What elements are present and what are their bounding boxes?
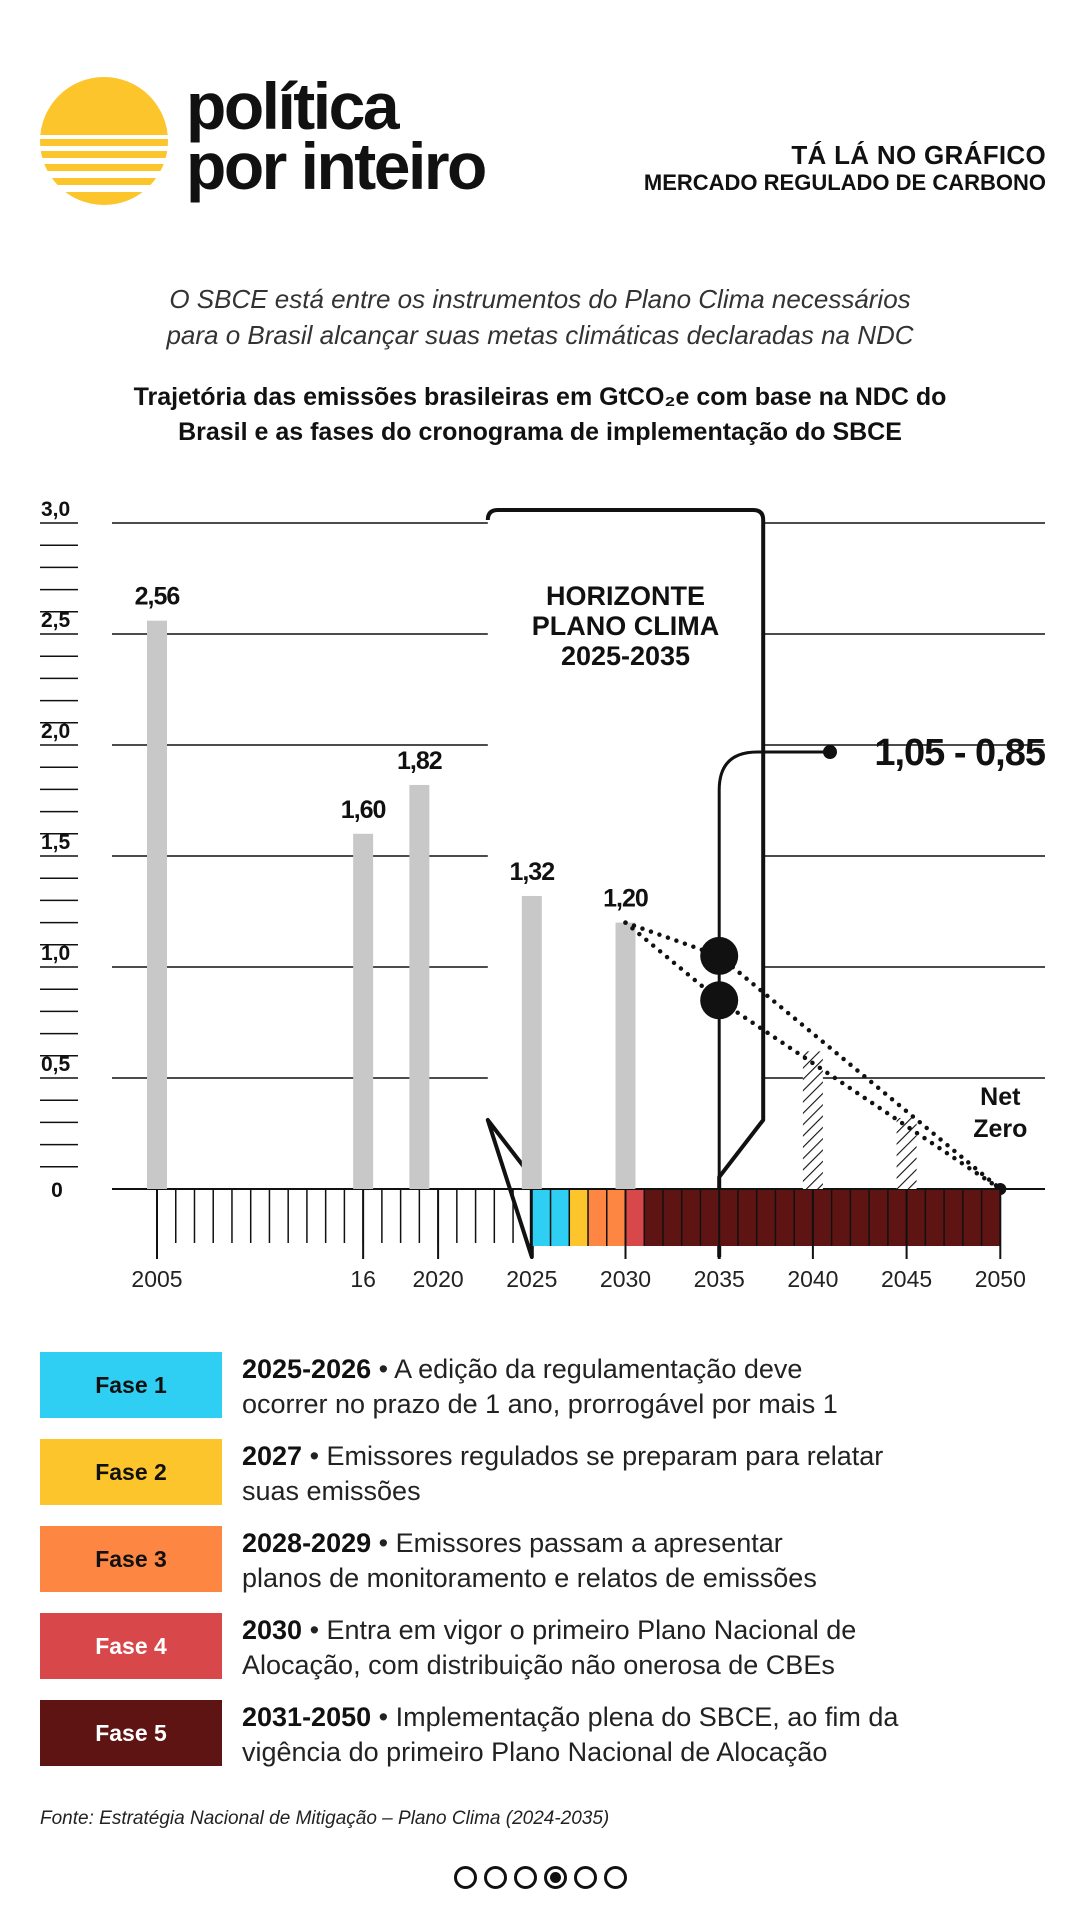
y-tick-label: 1,0 [41,942,70,965]
bar [147,620,167,1189]
hatched-bar [802,1051,823,1189]
phase-2-label: Fase 2 [95,1458,167,1485]
phase-1-text-line-2: ocorrer no prazo de 1 ano, prorrogável p… [242,1389,838,1419]
phase-5-text-line-1: • Implementação plena do SBCE, ao fim da [371,1702,899,1732]
x-tick-label: 2005 [131,1266,182,1292]
phase-4-years: 2030 [242,1615,303,1645]
phase-3-box: Fase 3 [40,1526,222,1592]
x-tick-label: 16 [350,1266,376,1292]
phase-4-text-line-1: • Entra em vigor o primeiro Plano Nacion… [302,1615,857,1645]
chart-title-line-1: Trajetória das emissões brasileiras em G… [133,383,947,411]
phase-3-years: 2028-2029 [242,1528,372,1558]
phase-2-text-line-1: • Emissores regulados se preparam para r… [302,1441,884,1471]
phase-strip-segment [569,1190,589,1246]
pagination-dot[interactable] [453,1866,477,1889]
intro-text: O SBCE está entre os instrumentos do Pla… [40,281,1040,353]
phase-1-years: 2025-2026 [242,1354,372,1384]
pagination-dot[interactable] [483,1866,507,1889]
x-tick-label: 2050 [975,1266,1026,1292]
pagination-dot[interactable] [513,1866,537,1889]
phase-row-3: Fase 3 2028-2029 • Emissores passam a ap… [40,1526,1040,1602]
bar [409,784,430,1189]
phase-4-description: 2030 • Entra em vigor o primeiro Plano N… [242,1613,1042,1683]
bar-value-label: 1,20 [603,885,648,913]
net-zero-label: Net [980,1083,1021,1111]
phase-row-2: Fase 2 2027 • Emissores regulados se pre… [40,1439,1040,1515]
phase-1-label: Fase 1 [95,1371,167,1398]
target-point [700,936,739,975]
chart-title-line-2: Brasil e as fases do cronograma de imple… [178,418,902,446]
x-tick-label: 2020 [413,1266,464,1292]
brand-line-1: política [186,69,400,143]
phase-3-text-line-1: • Emissores passam a apresentar [371,1528,783,1558]
phase-3-text-line-2: planos de monitoramento e relatos de emi… [242,1563,817,1593]
pagination-dots [0,1866,1080,1889]
x-tick-label: 2040 [787,1266,838,1292]
source-note: Fonte: Estratégia Nacional de Mitigação … [40,1808,610,1829]
y-tick-label: 1,5 [41,831,71,854]
series-header: TÁ LÁ NO GRÁFICO MERCADO REGULADO DE CAR… [644,140,1046,196]
phase-2-description: 2027 • Emissores regulados se preparam p… [242,1439,1042,1509]
phase-1-description: 2025-2026 • A edição da regulamentação d… [242,1352,1042,1422]
intro-line-1: O SBCE está entre os instrumentos do Pla… [169,284,911,314]
phase-3-label: Fase 3 [95,1545,167,1572]
phase-2-text-line-2: suas emissões [242,1476,421,1506]
hatched-bar [896,1117,917,1189]
target-connector [717,750,830,1259]
phase-row-4: Fase 4 2030 • Entra em vigor o primeiro … [40,1613,1040,1689]
bar-value-label: 2,56 [135,583,180,611]
intro-line-2: para o Brasil alcançar suas metas climát… [166,320,914,350]
horizon-label: 2025-2035 [561,641,690,671]
brand-line-2: por inteiro [186,129,487,203]
bar [353,833,374,1189]
x-tick-label: 2035 [694,1266,745,1292]
phase-5-years: 2031-2050 [242,1702,372,1732]
pagination-dot[interactable] [603,1866,627,1889]
phase-2-box: Fase 2 [40,1439,222,1505]
series-title: TÁ LÁ NO GRÁFICO [791,140,1046,170]
series-subtitle: MERCADO REGULADO DE CARBONO [643,170,1046,195]
chart-title: Trajetória das emissões brasileiras em G… [40,380,1040,450]
horizon-label: HORIZONTE [546,581,705,611]
pagination-dot[interactable] [573,1866,597,1889]
y-tick-label: 2,5 [41,609,71,632]
phase-4-label: Fase 4 [95,1632,167,1659]
phase-3-description: 2028-2029 • Emissores passam a apresenta… [242,1526,1042,1596]
phase-5-box: Fase 5 [40,1700,222,1766]
bar [521,895,542,1189]
connector-end-dot [823,745,837,759]
phase-strip-segment [625,1190,645,1246]
target-point [700,981,739,1020]
phase-strip-segment [644,1190,1001,1246]
phase-5-text-line-2: vigência do primeiro Plano Nacional de A… [242,1737,828,1767]
phase-4-text-line-2: Alocação, com distribuição não onerosa d… [242,1650,835,1680]
phase-5-description: 2031-2050 • Implementação plena do SBCE,… [242,1700,1042,1770]
x-tick-label: 2025 [506,1266,557,1292]
target-range-label: 1,05 - 0,85 [874,732,1046,774]
phase-4-box: Fase 4 [40,1613,222,1679]
sun-logo-icon [40,77,168,205]
net-zero-label: Zero [973,1115,1027,1143]
brand-wordmark: política por inteiro [186,69,487,203]
pagination-dot[interactable] [543,1866,567,1889]
x-tick-label: 2045 [881,1266,932,1292]
bar-value-label: 1,60 [341,796,386,824]
phase-row-5: Fase 5 2031-2050 • Implementação plena d… [40,1700,1040,1776]
y-tick-label: 2,0 [41,720,70,743]
phase-1-text-line-1: • A edição da regulamentação deve [371,1354,803,1384]
horizon-label: PLANO CLIMA [532,611,719,641]
bar [615,922,636,1189]
horizon-mask [487,510,764,1177]
y-tick-label: 0,5 [41,1053,71,1076]
phase-row-1: Fase 1 2025-2026 • A edição da regulamen… [40,1352,1040,1428]
bar-value-label: 1,82 [397,747,442,775]
phase-1-box: Fase 1 [40,1352,222,1418]
y-tick-label: 3,0 [41,498,70,521]
x-tick-label: 2030 [600,1266,651,1292]
phase-5-label: Fase 5 [95,1719,167,1746]
y-tick-label: 0 [51,1179,63,1202]
bar-value-label: 1,32 [509,858,554,886]
phase-2-years: 2027 [242,1441,303,1471]
